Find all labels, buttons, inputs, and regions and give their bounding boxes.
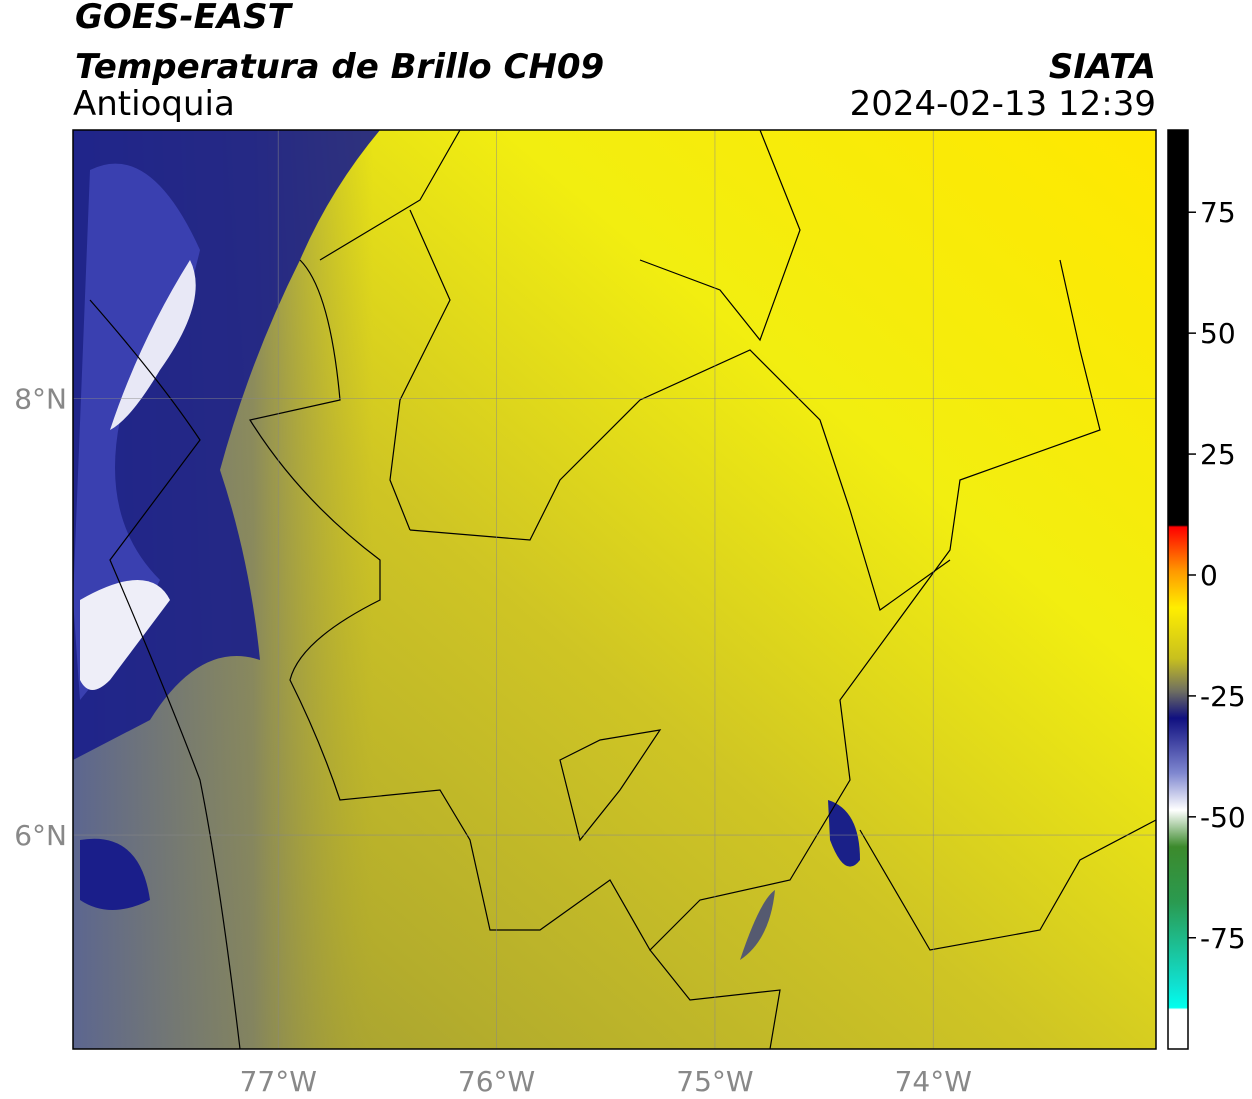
colorbar-tick-label: 0 — [1200, 559, 1218, 592]
region: Antioquia — [73, 84, 235, 124]
title: GOES-EAST — [75, 0, 294, 37]
map-image — [73, 130, 1156, 1049]
map-frame — [72, 129, 1157, 1050]
x-tick-label: 76°W — [458, 1065, 535, 1098]
colorbar — [1167, 129, 1189, 1050]
colorbar-tick-label: 25 — [1200, 438, 1236, 471]
source: SIATA — [1049, 47, 1156, 87]
graticule — [73, 130, 1156, 1049]
y-tick-label: 6°N — [14, 819, 67, 852]
x-tick-label: 74°W — [895, 1065, 972, 1098]
x-tick-label: 77°W — [240, 1065, 317, 1098]
x-tick-label: 75°W — [676, 1065, 753, 1098]
y-tick-label: 8°N — [14, 382, 67, 415]
subtitle: Temperatura de Brillo CH09 — [75, 47, 604, 87]
datetime: 2024-02-13 12:39 — [850, 84, 1156, 124]
colorbar-tick-label: 50 — [1200, 317, 1236, 350]
colorbar-tick-label: -25 — [1200, 680, 1246, 713]
colorbar-tick-label: 75 — [1200, 196, 1236, 229]
colorbar-tick-label: -50 — [1200, 801, 1246, 834]
colorbar-tick-label: -75 — [1200, 922, 1246, 955]
